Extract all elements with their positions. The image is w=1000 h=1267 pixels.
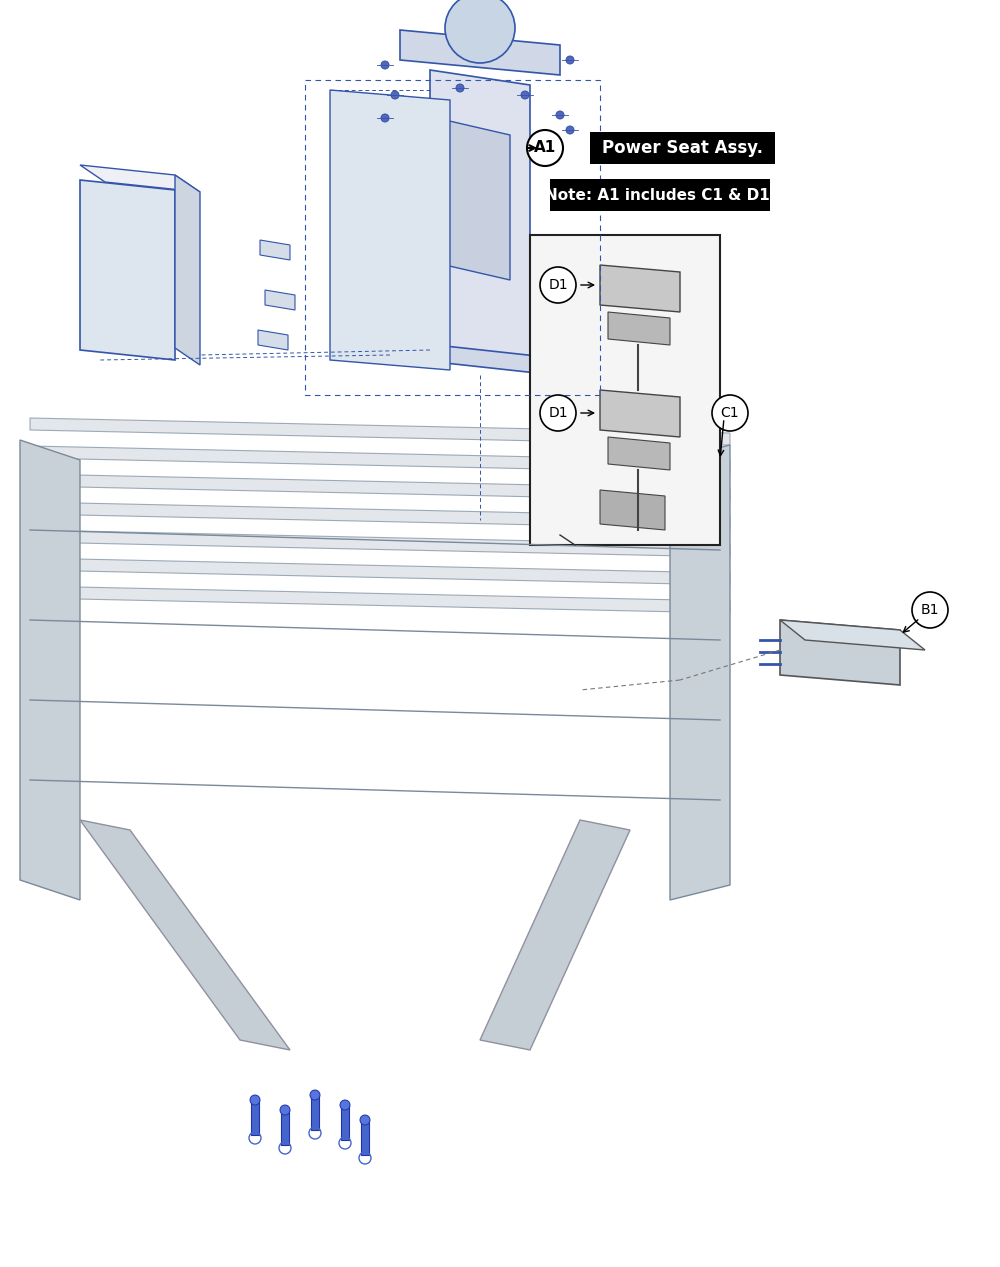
Circle shape — [566, 125, 574, 134]
Circle shape — [391, 91, 399, 99]
Polygon shape — [430, 70, 530, 365]
Text: D1: D1 — [548, 277, 568, 291]
Circle shape — [445, 0, 515, 63]
Bar — [530, 234, 720, 545]
Circle shape — [554, 530, 562, 538]
Polygon shape — [670, 445, 730, 900]
Circle shape — [381, 61, 389, 68]
Polygon shape — [780, 620, 900, 685]
Polygon shape — [480, 820, 630, 1050]
Text: Power Seat Assy.: Power Seat Assy. — [602, 139, 763, 157]
Circle shape — [712, 395, 748, 431]
Text: Note: A1 includes C1 & D1.: Note: A1 includes C1 & D1. — [545, 188, 775, 203]
Circle shape — [566, 56, 574, 65]
Circle shape — [540, 395, 576, 431]
Polygon shape — [400, 30, 560, 75]
Bar — [251, 1100, 259, 1135]
Polygon shape — [608, 312, 670, 345]
Circle shape — [340, 1100, 350, 1110]
Polygon shape — [260, 239, 290, 260]
Polygon shape — [175, 175, 200, 365]
Polygon shape — [608, 437, 670, 470]
Text: A1: A1 — [534, 141, 556, 156]
Bar — [281, 1110, 289, 1145]
Bar — [341, 1105, 349, 1140]
Circle shape — [310, 1090, 320, 1100]
Polygon shape — [600, 490, 665, 530]
Bar — [590, 132, 775, 163]
Circle shape — [360, 1115, 370, 1125]
Circle shape — [527, 131, 563, 166]
Circle shape — [250, 1095, 260, 1105]
Circle shape — [381, 114, 389, 122]
Text: C1: C1 — [721, 405, 739, 419]
Polygon shape — [80, 165, 200, 193]
Polygon shape — [30, 587, 730, 613]
Polygon shape — [390, 340, 555, 375]
Polygon shape — [30, 557, 730, 585]
Bar — [550, 179, 770, 212]
Polygon shape — [30, 502, 730, 530]
Circle shape — [540, 267, 576, 303]
Text: D1: D1 — [548, 405, 568, 419]
Circle shape — [280, 1105, 290, 1115]
Polygon shape — [600, 390, 680, 437]
Polygon shape — [20, 440, 80, 900]
Circle shape — [521, 91, 529, 99]
Polygon shape — [780, 620, 925, 650]
Bar — [311, 1095, 319, 1130]
Polygon shape — [330, 90, 450, 370]
Polygon shape — [30, 530, 730, 557]
Polygon shape — [258, 329, 288, 350]
Polygon shape — [30, 418, 730, 445]
Polygon shape — [265, 290, 295, 310]
Circle shape — [912, 592, 948, 628]
Polygon shape — [30, 446, 730, 473]
Circle shape — [556, 111, 564, 119]
Bar — [361, 1120, 369, 1156]
Polygon shape — [600, 265, 680, 312]
Polygon shape — [80, 820, 290, 1050]
Circle shape — [456, 84, 464, 92]
Polygon shape — [30, 474, 730, 500]
Polygon shape — [445, 120, 510, 280]
Polygon shape — [80, 180, 175, 360]
Text: B1: B1 — [921, 603, 939, 617]
